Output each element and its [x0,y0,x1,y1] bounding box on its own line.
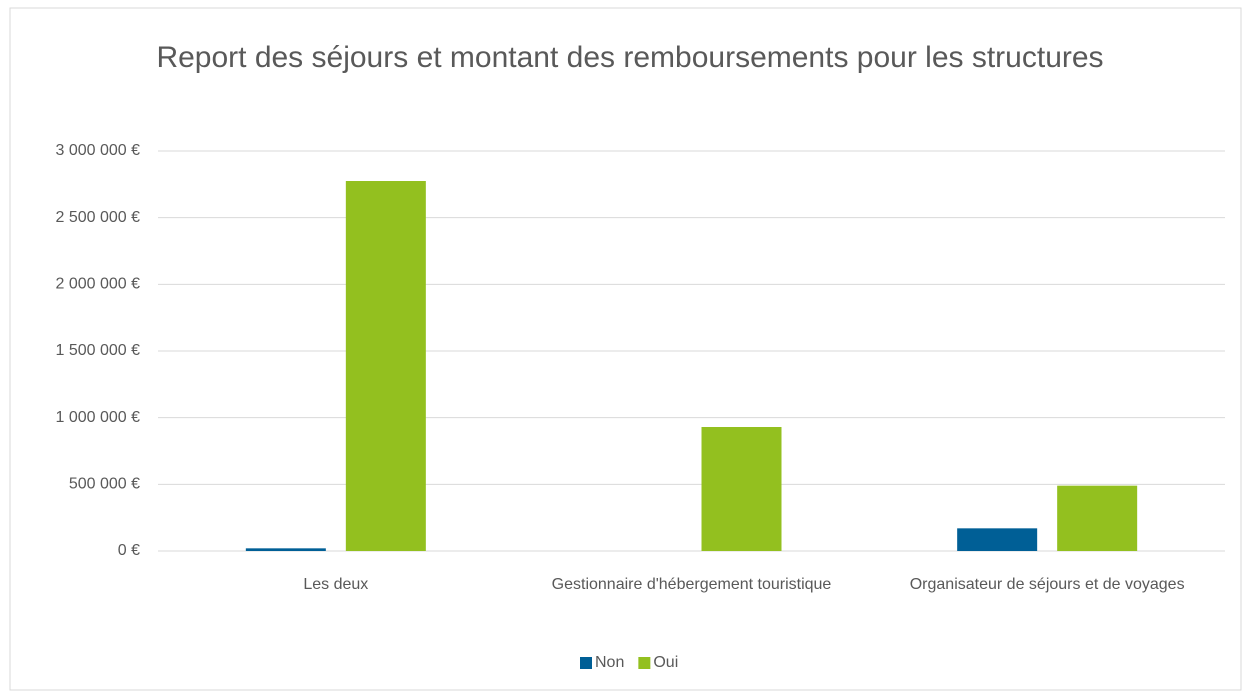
x-tick-label: Gestionnaire d'hébergement touristique [551,576,832,593]
bar [345,181,426,551]
y-tick-label: 2 000 000 € [55,276,140,293]
legend-label: Oui [653,654,678,671]
legend-swatch [638,657,651,669]
y-tick-label: 1 500 000 € [55,342,140,359]
bar [701,427,782,551]
y-tick-label: 3 000 000 € [55,142,140,159]
chart-border [9,7,1242,691]
y-tick-label: 500 000 € [69,476,140,493]
legend-swatch [580,657,592,669]
y-tick-label: 2 500 000 € [55,209,140,226]
x-tick-label: Les deux [303,576,369,593]
x-tick-label: Organisateur de séjours et de voyages [909,576,1185,593]
y-tick-label: 0 € [118,542,140,559]
y-tick-label: 1 000 000 € [55,409,140,426]
bar [957,528,1038,551]
chart-title: Report des séjours et montant des rembou… [156,41,1104,74]
bar [1057,485,1138,551]
bar [245,548,326,551]
legend-label: Non [595,654,624,671]
